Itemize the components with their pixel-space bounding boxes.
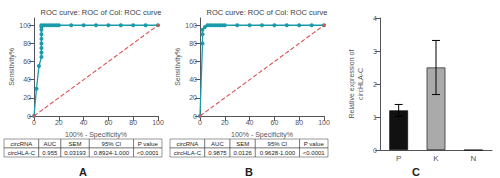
svg-text:80: 80 <box>129 119 137 126</box>
svg-text:0: 0 <box>193 113 197 120</box>
svg-text:40: 40 <box>246 119 254 126</box>
svg-text:0: 0 <box>32 119 36 126</box>
svg-text:<0.0001: <0.0001 <box>137 150 160 156</box>
svg-text:3: 3 <box>373 48 377 55</box>
svg-text:circHLA-C: circHLA-C <box>357 68 364 100</box>
svg-text:20: 20 <box>221 119 229 126</box>
svg-text:0: 0 <box>198 119 202 126</box>
svg-text:N: N <box>470 154 476 163</box>
svg-text:95% CI: 95% CI <box>102 141 122 147</box>
svg-text:100: 100 <box>19 22 31 29</box>
svg-text:40: 40 <box>189 76 197 83</box>
svg-text:Relative expression of: Relative expression of <box>348 50 356 119</box>
svg-text:20: 20 <box>23 94 31 101</box>
svg-text:0.8924-1.000: 0.8924-1.000 <box>94 150 130 156</box>
svg-text:60: 60 <box>23 58 31 65</box>
svg-text:P value: P value <box>304 141 325 147</box>
svg-text:SEM: SEM <box>236 141 249 147</box>
svg-text:40: 40 <box>23 76 31 83</box>
svg-text:0: 0 <box>27 113 31 120</box>
svg-text:circHLA-C: circHLA-C <box>174 150 202 156</box>
svg-text:40: 40 <box>80 119 88 126</box>
svg-text:AUC: AUC <box>211 141 224 147</box>
svg-text:SEM: SEM <box>69 141 82 147</box>
svg-text:20: 20 <box>55 119 63 126</box>
svg-text:K: K <box>433 154 439 163</box>
svg-text:80: 80 <box>23 40 31 47</box>
svg-text:0: 0 <box>373 147 377 154</box>
svg-text:P: P <box>396 154 401 163</box>
svg-text:2: 2 <box>373 81 377 88</box>
svg-text:60: 60 <box>189 58 197 65</box>
svg-text:100: 100 <box>318 119 330 126</box>
svg-text:60: 60 <box>271 119 279 126</box>
svg-text:A: A <box>79 166 87 178</box>
svg-text:P value: P value <box>138 141 159 147</box>
svg-text:AUC: AUC <box>43 141 56 147</box>
svg-text:100: 100 <box>152 119 164 126</box>
svg-text:100: 100 <box>185 22 197 29</box>
svg-text:60: 60 <box>105 119 113 126</box>
svg-text:100% - Specificity%: 100% - Specificity% <box>65 131 127 139</box>
svg-text:0.9628-1.000: 0.9628-1.000 <box>260 150 296 156</box>
svg-text:circRNA: circRNA <box>10 141 32 147</box>
svg-text:Sensitivity%: Sensitivity% <box>8 48 16 86</box>
svg-text:0.03193: 0.03193 <box>64 150 86 156</box>
svg-text:4: 4 <box>373 15 377 22</box>
svg-text:20: 20 <box>189 94 197 101</box>
svg-text:Sensitivity%: Sensitivity% <box>174 48 182 86</box>
svg-text:ROC curve: ROC of Col: ROC cur: ROC curve: ROC of Col: ROC curve <box>207 8 328 17</box>
svg-text:0.955: 0.955 <box>42 150 58 156</box>
svg-text:1: 1 <box>373 114 377 121</box>
svg-text:B: B <box>245 166 253 178</box>
svg-text:C: C <box>412 166 420 178</box>
svg-text:80: 80 <box>295 119 303 126</box>
svg-text:0.9875: 0.9875 <box>208 150 227 156</box>
svg-text:100% - Specificity%: 100% - Specificity% <box>231 131 293 139</box>
svg-text:80: 80 <box>189 40 197 47</box>
svg-text:0.0126: 0.0126 <box>234 150 253 156</box>
svg-text:<0.0001: <0.0001 <box>303 150 326 156</box>
svg-text:circHLA-C: circHLA-C <box>8 150 36 156</box>
svg-text:95% CI: 95% CI <box>268 141 288 147</box>
svg-text:circRNA: circRNA <box>176 141 198 147</box>
svg-text:ROC curve: ROC of Col: ROC cur: ROC curve: ROC of Col: ROC curve <box>41 8 162 17</box>
